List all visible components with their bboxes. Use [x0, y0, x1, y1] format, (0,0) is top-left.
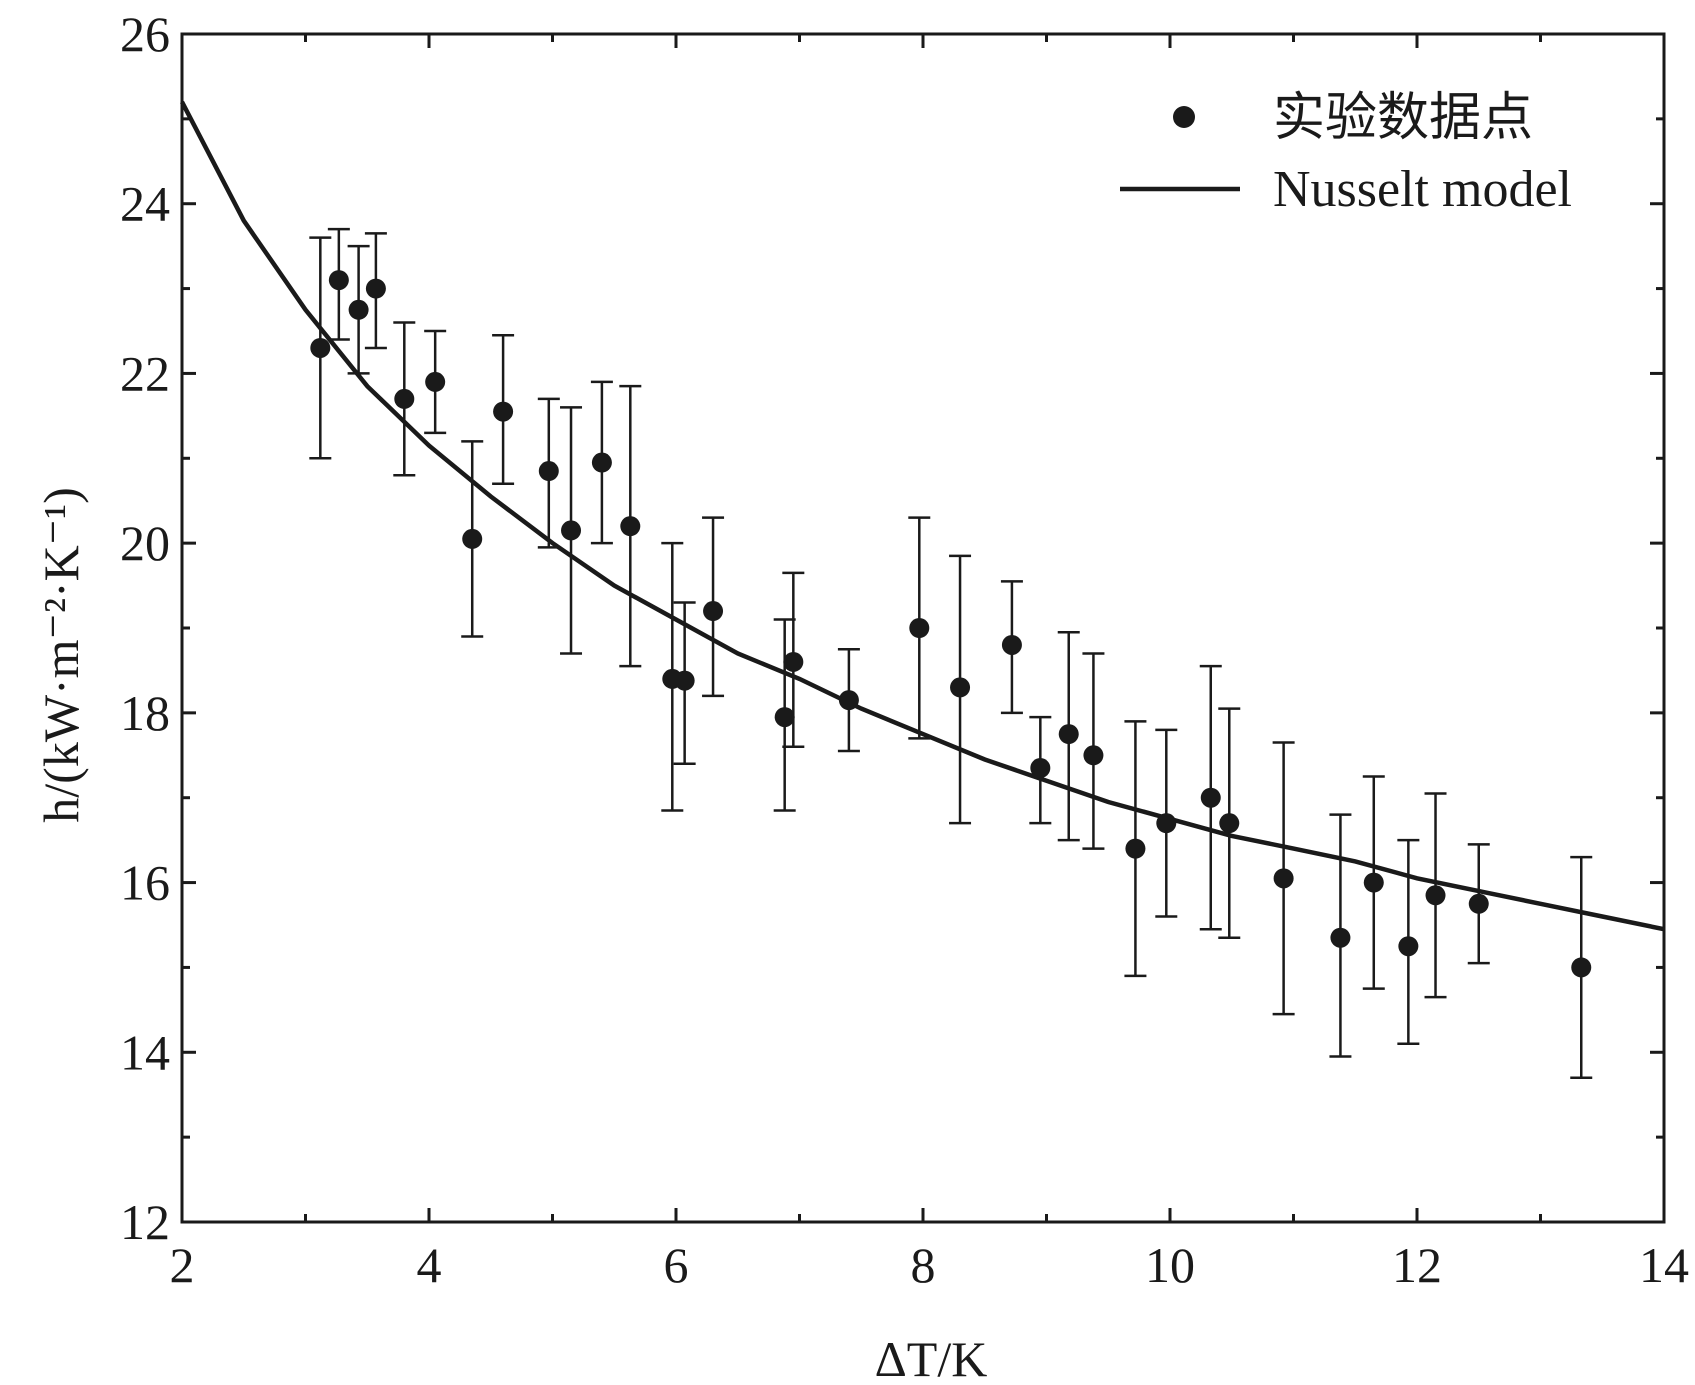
data-point	[1363, 872, 1384, 893]
data-point	[1273, 868, 1294, 889]
data-point	[310, 337, 331, 358]
data-point	[1083, 745, 1104, 766]
y-tick-label: 24	[120, 176, 170, 232]
axis-ticks	[180, 32, 1666, 1224]
x-tick-label: 4	[417, 1237, 442, 1293]
legend-marker-points	[1173, 106, 1195, 128]
data-point	[1058, 724, 1079, 745]
data-point	[365, 278, 386, 299]
data-point	[838, 690, 859, 711]
y-tick-label: 26	[120, 6, 170, 62]
data-point	[1125, 838, 1146, 859]
data-point	[620, 516, 641, 537]
y-tick-label: 14	[120, 1024, 170, 1080]
data-point	[1571, 957, 1592, 978]
x-tick-label: 14	[1639, 1237, 1689, 1293]
data-point	[774, 707, 795, 728]
x-tick-label: 10	[1145, 1237, 1195, 1293]
data-point	[909, 618, 930, 638]
data-point	[1219, 813, 1240, 834]
data-point	[1425, 885, 1446, 906]
y-axis-label: h/(kW·m⁻²·K⁻¹)	[33, 487, 89, 822]
data-point	[1330, 927, 1351, 948]
data-point	[538, 461, 559, 482]
data-point	[950, 677, 971, 698]
data-point	[674, 670, 695, 691]
legend-label-points: 实验数据点	[1273, 90, 1533, 147]
data-point	[394, 388, 415, 409]
data-point	[783, 651, 804, 672]
x-tick-label: 6	[664, 1237, 689, 1293]
legend: 实验数据点 Nusselt model	[1120, 90, 1572, 218]
y-tick-label: 18	[120, 685, 170, 741]
data-point	[1468, 893, 1489, 914]
data-point	[348, 299, 369, 320]
data-point	[328, 270, 349, 291]
y-tick-label: 16	[120, 855, 170, 911]
x-axis-label: ΔT/K	[875, 1331, 988, 1385]
x-tick-label: 2	[170, 1237, 195, 1293]
data-point	[425, 371, 446, 392]
y-tick-label: 22	[120, 345, 170, 401]
x-tick-label: 8	[911, 1237, 936, 1293]
data-point	[1001, 634, 1022, 655]
x-tick-label: 12	[1392, 1237, 1442, 1293]
nusselt-model-line	[180, 100, 1665, 932]
data-point	[703, 601, 724, 622]
data-point	[591, 452, 612, 473]
model-layer	[180, 100, 1665, 932]
points-layer	[310, 270, 1592, 978]
data-point	[1030, 758, 1051, 779]
y-tick-label: 20	[120, 515, 170, 571]
data-point	[1200, 787, 1221, 808]
legend-label-model: Nusselt model	[1273, 161, 1572, 218]
data-point	[561, 520, 582, 541]
data-point	[1398, 936, 1419, 957]
data-point	[1156, 813, 1177, 834]
data-point	[462, 528, 483, 549]
data-point	[493, 401, 514, 422]
y-tick-label: 12	[120, 1194, 170, 1250]
